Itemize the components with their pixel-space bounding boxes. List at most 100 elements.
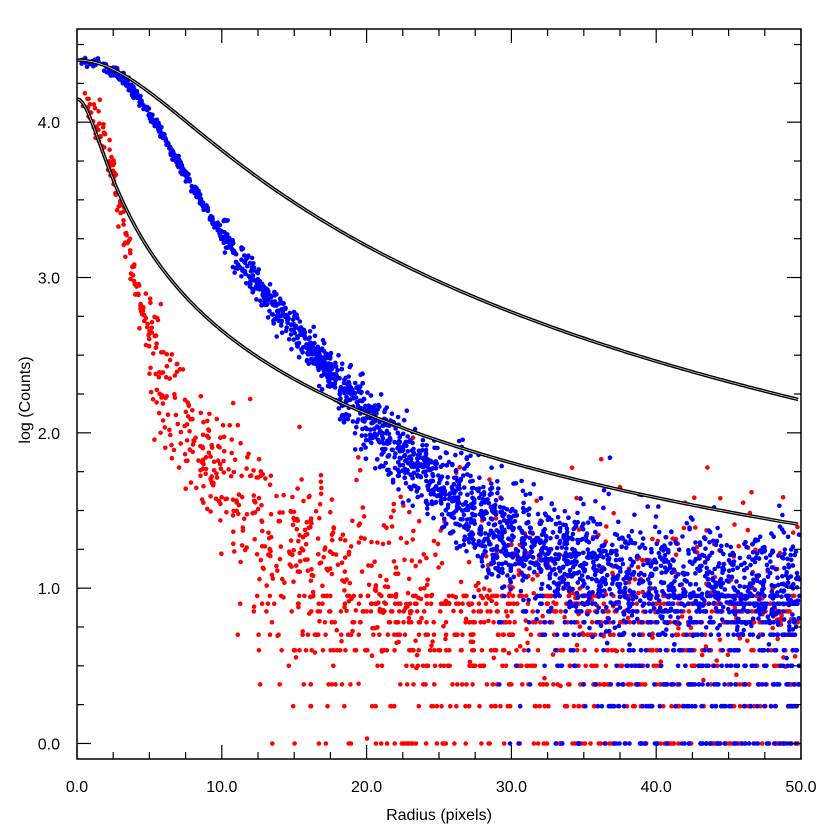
red-data-point	[450, 682, 455, 687]
blue-data-point	[550, 567, 555, 573]
red-data-point	[410, 741, 416, 746]
blue-data-point	[557, 529, 563, 534]
blue-data-point	[474, 542, 480, 548]
red-data-point	[410, 537, 416, 542]
blue-data-point	[679, 582, 684, 587]
red-data-point	[676, 626, 681, 631]
red-data-point	[479, 741, 484, 746]
blue-data-point	[687, 559, 693, 564]
blue-data-point	[574, 601, 579, 606]
red-data-point	[149, 319, 155, 325]
red-data-point	[201, 500, 206, 506]
blue-data-point	[617, 605, 623, 610]
blue-data-point	[629, 528, 635, 534]
red-data-point	[297, 550, 303, 556]
red-data-point	[267, 482, 273, 488]
blue-data-point	[699, 563, 704, 569]
blue-data-point	[519, 478, 524, 484]
red-data-point	[236, 492, 242, 497]
red-data-point	[558, 683, 563, 689]
blue-data-point	[480, 563, 486, 569]
blue-data-point	[528, 549, 534, 554]
blue-data-point	[477, 526, 483, 531]
blue-data-point	[628, 648, 633, 653]
red-data-point	[333, 552, 339, 557]
blue-data-point	[527, 530, 533, 535]
red-data-point	[302, 593, 307, 599]
blue-data-point	[775, 575, 780, 580]
red-data-point	[288, 538, 294, 543]
blue-data-point	[580, 536, 586, 542]
red-data-point	[402, 741, 407, 746]
blue-data-point	[376, 402, 381, 408]
blue-data-point	[767, 620, 773, 626]
red-data-point	[594, 648, 599, 653]
blue-data-point	[526, 620, 532, 625]
blue-data-point	[321, 348, 327, 354]
red-data-point	[795, 524, 800, 530]
blue-data-point	[779, 555, 785, 560]
red-data-point	[324, 593, 330, 599]
blue-data-point	[499, 463, 505, 469]
blue-data-point	[573, 554, 578, 560]
red-data-point	[438, 609, 443, 614]
red-data-point	[132, 281, 138, 287]
blue-data-point	[765, 741, 771, 746]
blue-data-point	[653, 589, 659, 595]
red-data-point	[123, 254, 128, 260]
blue-data-point	[707, 620, 712, 625]
red-data-point	[654, 601, 659, 606]
blue-data-point	[617, 581, 623, 587]
blue-data-point	[781, 741, 786, 746]
red-data-point	[432, 682, 437, 687]
red-data-point	[263, 476, 268, 481]
red-data-point	[214, 475, 220, 480]
blue-data-point	[326, 376, 332, 381]
red-data-point	[452, 741, 457, 746]
blue-data-point	[782, 547, 788, 552]
blue-data-point	[640, 603, 646, 608]
blue-data-point	[225, 232, 230, 237]
blue-data-point	[217, 222, 223, 228]
blue-data-point	[796, 616, 802, 621]
red-data-point	[323, 632, 328, 637]
red-data-point	[169, 442, 174, 448]
blue-data-point	[649, 572, 655, 577]
blue-data-point	[666, 587, 672, 593]
blue-data-point	[590, 590, 595, 595]
red-data-point	[634, 601, 639, 606]
blue-data-point	[674, 541, 679, 546]
red-data-point	[443, 636, 448, 642]
blue-data-point	[680, 570, 686, 576]
blue-data-point	[610, 581, 615, 586]
red-data-point	[150, 397, 156, 402]
blue-data-point	[743, 682, 748, 687]
red-data-point	[320, 593, 326, 599]
blue-data-point	[715, 741, 721, 746]
blue-data-point	[445, 502, 451, 508]
red-data-point	[601, 682, 607, 687]
red-data-point	[309, 648, 315, 653]
red-data-point	[429, 643, 434, 649]
blue-data-point	[697, 540, 703, 545]
blue-data-point	[589, 553, 595, 558]
blue-data-point	[623, 539, 628, 544]
blue-data-point	[749, 571, 755, 576]
red-data-point	[506, 593, 511, 599]
blue-data-point	[788, 598, 794, 603]
red-data-point	[356, 540, 362, 545]
blue-data-point	[304, 357, 310, 363]
blue-data-point	[770, 614, 776, 619]
blue-data-point	[687, 648, 693, 653]
blue-data-point	[735, 601, 740, 606]
blue-data-point	[254, 297, 259, 302]
blue-data-point	[447, 492, 452, 498]
blue-data-point	[691, 546, 696, 552]
blue-data-point	[644, 648, 649, 653]
blue-data-point	[365, 390, 370, 395]
red-data-point	[101, 122, 106, 127]
blue-data-point	[711, 620, 716, 625]
blue-data-point	[645, 504, 650, 509]
red-data-point	[460, 632, 465, 637]
blue-data-point	[516, 558, 521, 563]
